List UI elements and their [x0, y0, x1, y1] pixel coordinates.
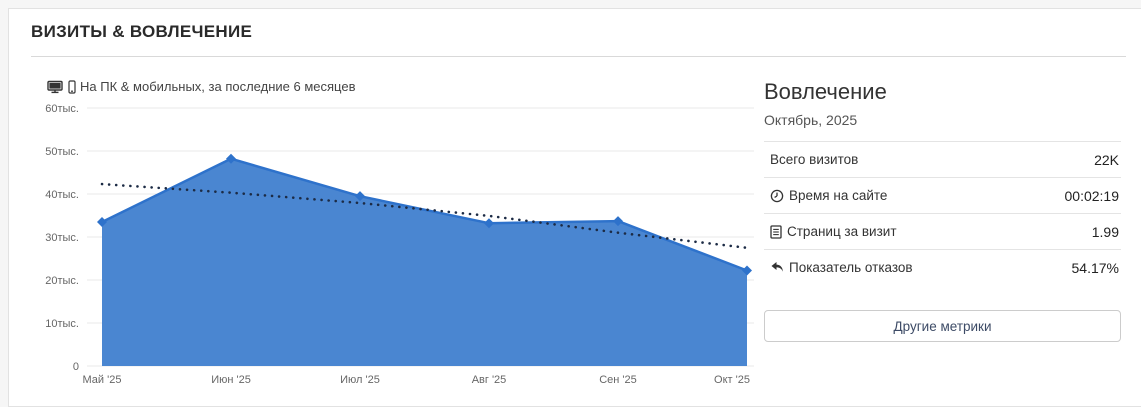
metric-row-pages-per-visit: Страниц за визит 1.99 — [764, 213, 1121, 249]
y-axis-tick: 40тыс. — [45, 189, 79, 201]
data-point-marker[interactable] — [97, 216, 107, 227]
clock-icon — [770, 189, 784, 203]
chart-caption-text: На ПК & мобильных, за последние 6 месяце… — [80, 79, 356, 94]
metric-row-bounce-rate: Показатель отказов 54.17% — [764, 249, 1121, 285]
metric-row-total-visits: Всего визитов 22K — [764, 141, 1121, 177]
page-icon — [770, 224, 782, 239]
visits-area-chart[interactable]: 60тыс. 50тыс. 40тыс. 30тыс. 20тыс. 10тыс. 0 Май… — [39, 98, 754, 388]
data-point-marker[interactable] — [613, 216, 623, 227]
visits-line — [101, 157, 748, 272]
metric-label-text: Время на сайте — [789, 188, 888, 203]
metric-label: Всего визитов — [770, 152, 858, 167]
data-point-marker[interactable] — [742, 265, 752, 276]
y-axis-tick: 20тыс. — [45, 275, 79, 287]
desktop-icon — [47, 80, 64, 94]
visits-chart-section: На ПК & мобильных, за последние 6 месяце… — [39, 79, 754, 388]
y-axis-tick: 60тыс. — [45, 103, 79, 115]
trend-dotted-line — [100, 182, 749, 250]
other-metrics-button[interactable]: Другие метрики — [764, 310, 1121, 342]
metric-row-time-on-site: Время на сайте 00:02:19 — [764, 177, 1121, 213]
data-point-marker[interactable] — [484, 218, 494, 229]
metric-label: Страниц за визит — [770, 224, 897, 239]
metric-label: Показатель отказов — [770, 260, 913, 275]
visits-engagement-card: ВИЗИТЫ & ВОВЛЕЧЕНИЕ На ПК & мобильных, з… — [8, 8, 1141, 407]
engagement-title: Вовлечение — [764, 79, 887, 104]
chart-caption: На ПК & мобильных, за последние 6 месяце… — [39, 79, 754, 94]
page-title: ВИЗИТЫ & ВОВЛЕЧЕНИЕ — [31, 22, 253, 41]
y-axis-tick: 0 — [73, 361, 79, 373]
x-axis-tick: Май '25 — [83, 374, 122, 386]
header-divider — [31, 56, 1126, 57]
card-header: ВИЗИТЫ & ВОВЛЕЧЕНИЕ — [9, 9, 1141, 42]
metric-label: Время на сайте — [770, 188, 887, 203]
metric-label-text: Показатель отказов — [789, 260, 913, 275]
metric-value: 1.99 — [1091, 223, 1119, 240]
data-point-marker[interactable] — [226, 153, 236, 164]
engagement-panel: Вовлечение Октябрь, 2025 Всего визитов 2… — [764, 79, 1121, 342]
y-axis-tick: 10тыс. — [45, 318, 79, 330]
data-point-marker[interactable] — [355, 191, 365, 202]
y-axis-tick: 50тыс. — [45, 146, 79, 158]
x-axis-tick: Июн '25 — [211, 374, 251, 386]
y-axis-tick: 30тыс. — [45, 232, 79, 244]
x-axis-tick: Сен '25 — [599, 374, 637, 386]
x-axis-tick: Окт '25 — [714, 374, 750, 386]
metrics-table: Всего визитов 22K Время на сайте 00:02: — [764, 141, 1121, 285]
bounce-arrow-icon — [770, 261, 784, 274]
metric-value: 00:02:19 — [1064, 187, 1120, 204]
metric-label-text: Всего визитов — [770, 152, 859, 167]
visits-area-fill — [102, 158, 747, 366]
metric-label-text: Страниц за визит — [787, 224, 897, 239]
x-axis-tick: Авг '25 — [472, 374, 507, 386]
metric-value: 22K — [1094, 151, 1119, 168]
mobile-icon — [68, 79, 76, 94]
x-axis-tick: Июл '25 — [340, 374, 380, 386]
metric-value: 54.17% — [1071, 259, 1119, 276]
engagement-period: Октябрь, 2025 — [764, 112, 858, 128]
